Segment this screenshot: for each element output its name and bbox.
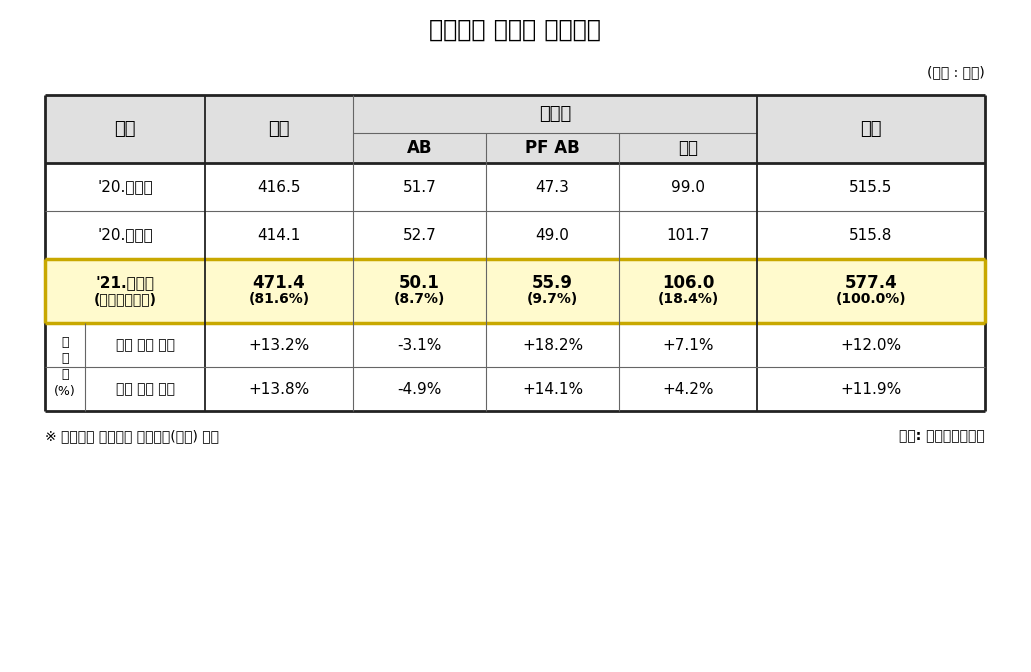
Text: -4.9%: -4.9% [397, 382, 441, 396]
Bar [757, 95, 985, 163]
Text: -3.1%: -3.1% [397, 337, 441, 353]
Text: AB: AB [407, 139, 432, 157]
Text: +7.1%: +7.1% [662, 337, 713, 353]
Text: +13.8%: +13.8% [248, 382, 309, 396]
Text: PF AB: PF AB [525, 139, 579, 157]
Text: '21.상반기: '21.상반기 [96, 276, 155, 290]
Text: 471.4: 471.4 [253, 274, 305, 292]
Text: 51.7: 51.7 [403, 179, 436, 194]
Text: (9.7%): (9.7%) [527, 292, 578, 306]
Text: 416.5: 416.5 [258, 179, 301, 194]
Text: (8.7%): (8.7%) [394, 292, 445, 306]
Bar [353, 95, 757, 163]
Text: '20.하반기: '20.하반기 [97, 228, 153, 243]
Text: 직전 반기 대비: 직전 반기 대비 [115, 382, 174, 396]
Text: +4.2%: +4.2% [662, 382, 713, 396]
Text: (100.0%): (100.0%) [836, 292, 906, 306]
Bar [205, 95, 353, 163]
Text: 515.8: 515.8 [850, 228, 893, 243]
Text: 50.1: 50.1 [399, 274, 440, 292]
Text: 52.7: 52.7 [403, 228, 436, 243]
Text: (18.4%): (18.4%) [658, 292, 719, 306]
Text: 단기사채 종류별 발행현황: 단기사채 종류별 발행현황 [429, 18, 601, 42]
Text: +18.2%: +18.2% [522, 337, 584, 353]
Text: 자료: 한국예탁결제원: 자료: 한국예탁결제원 [899, 429, 985, 443]
Text: 전년 동기 대비: 전년 동기 대비 [115, 338, 174, 352]
Text: 414.1: 414.1 [258, 228, 301, 243]
Text: 49.0: 49.0 [535, 228, 569, 243]
Text: '20.상반기: '20.상반기 [97, 179, 153, 194]
Text: (전체발행대비): (전체발행대비) [94, 292, 157, 306]
Text: ※ 외화표시 단기사채 발행금액(환산) 포함: ※ 외화표시 단기사채 발행금액(환산) 포함 [45, 429, 219, 443]
Bar [45, 259, 985, 323]
Text: 소계: 소계 [678, 139, 698, 157]
Text: 구분: 구분 [114, 120, 136, 138]
Text: 일반: 일반 [268, 120, 290, 138]
Text: 106.0: 106.0 [662, 274, 714, 292]
Text: 99.0: 99.0 [671, 179, 705, 194]
Text: (단위 : 조원): (단위 : 조원) [927, 65, 985, 79]
Text: +13.2%: +13.2% [248, 337, 309, 353]
Text: 유동화: 유동화 [539, 105, 571, 123]
Text: (81.6%): (81.6%) [248, 292, 309, 306]
Text: 증
감
률
(%): 증 감 률 (%) [54, 337, 76, 398]
Bar [45, 95, 205, 163]
Text: 515.5: 515.5 [850, 179, 893, 194]
Text: 합계: 합계 [860, 120, 882, 138]
Text: +12.0%: +12.0% [840, 337, 901, 353]
Text: 47.3: 47.3 [535, 179, 569, 194]
Text: 55.9: 55.9 [532, 274, 573, 292]
Text: +14.1%: +14.1% [522, 382, 584, 396]
Text: 101.7: 101.7 [666, 228, 709, 243]
Text: 577.4: 577.4 [844, 274, 897, 292]
Text: +11.9%: +11.9% [840, 382, 902, 396]
